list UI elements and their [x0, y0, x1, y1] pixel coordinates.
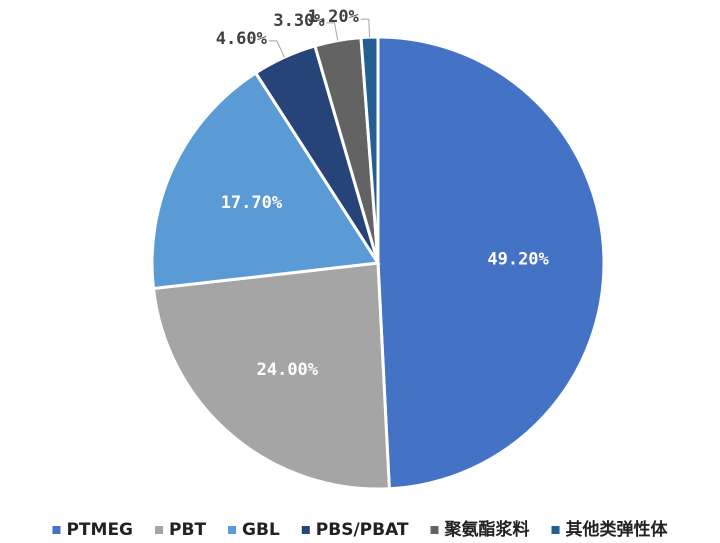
pie-slice	[376, 35, 606, 491]
data-label: 17.70%	[221, 193, 283, 213]
data-label: 3.30%	[273, 11, 325, 31]
pie-slice	[151, 261, 391, 491]
legend-label: 聚氨酯浆料	[444, 519, 530, 540]
legend-swatch	[301, 526, 310, 534]
pie-slice	[359, 35, 380, 264]
legend-swatch	[430, 526, 439, 534]
data-label: 24.00%	[257, 360, 319, 380]
legend-swatch	[228, 526, 237, 534]
legend-swatch	[52, 526, 61, 534]
legend-label: PTMEG	[66, 520, 133, 540]
legend-label: 其他类弹性体	[566, 519, 669, 540]
legend-label: PBS/PBAT	[316, 520, 409, 540]
leader-line	[360, 18, 370, 38]
data-label: 4.60%	[216, 29, 268, 49]
leader-line	[268, 40, 285, 58]
legend: PTMEG PBT GBL PBS/PBAT 聚氨酯浆料 其他类弹性体	[52, 519, 669, 540]
legend-label: GBL	[242, 520, 280, 540]
legend-swatch	[551, 526, 560, 534]
legend-label: PBT	[169, 520, 206, 540]
leader-line	[326, 22, 339, 41]
legend-swatch	[155, 526, 164, 534]
data-label: 49.20%	[487, 249, 549, 269]
data-label: 1.20%	[308, 7, 360, 27]
pie-slice	[150, 70, 381, 291]
